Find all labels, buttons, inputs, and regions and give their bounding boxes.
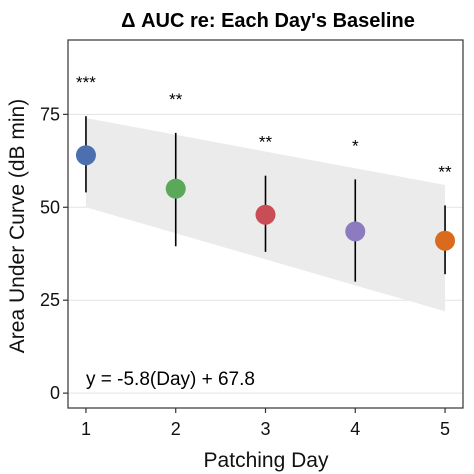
regression-equation: y = -5.8(Day) + 67.8 — [86, 369, 255, 390]
x-tick-label: 4 — [350, 419, 360, 439]
x-tick-label: 5 — [440, 419, 450, 439]
y-tick-label: 0 — [50, 383, 60, 403]
y-tick-label: 75 — [40, 104, 60, 124]
x-tick-label: 3 — [260, 419, 270, 439]
data-point — [165, 178, 186, 199]
x-tick-label: 2 — [171, 419, 181, 439]
significance-label: ** — [438, 162, 452, 181]
data-point — [345, 221, 366, 242]
significance-label: * — [352, 136, 359, 155]
y-tick-label: 25 — [40, 290, 60, 310]
y-tick-label: 50 — [40, 197, 60, 217]
significance-label: *** — [76, 73, 96, 92]
significance-label: ** — [169, 90, 183, 109]
data-point — [435, 230, 456, 251]
data-point — [255, 204, 276, 225]
x-tick-label: 1 — [81, 419, 91, 439]
x-axis-label: Patching Day — [204, 449, 329, 472]
y-axis-label: Area Under Curve (dB min) — [6, 99, 29, 353]
data-point — [75, 145, 96, 166]
significance-label: ** — [259, 133, 273, 152]
chart-title: Δ AUC re: Each Day's Baseline — [121, 10, 415, 32]
